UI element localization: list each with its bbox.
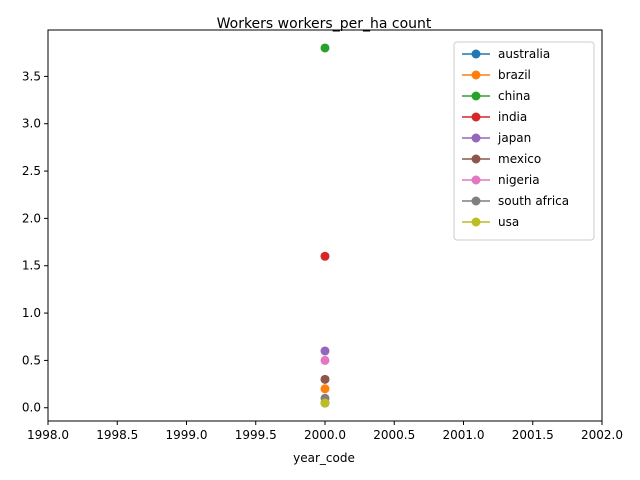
chart-title: Workers workers_per_ha count <box>217 16 432 32</box>
legend-label: usa <box>498 215 519 229</box>
data-point-china <box>320 43 330 53</box>
x-tick-label: 2002.0 <box>581 428 623 442</box>
legend-marker-brazil <box>471 70 481 80</box>
x-axis-ticks: 1998.0 1998.5 1999.0 1999.5 2000.0 2000.5 2001… <box>27 421 623 442</box>
data-point-usa <box>320 398 330 408</box>
y-tick-label: 2.5 <box>22 164 41 178</box>
legend-marker-australia <box>471 49 481 59</box>
legend-marker-india <box>471 112 481 122</box>
x-tick-label: 2000.5 <box>373 428 415 442</box>
y-tick-label: 0.5 <box>22 353 41 367</box>
y-tick-label: 2.0 <box>22 211 41 225</box>
legend-marker-south-africa <box>471 196 481 206</box>
y-tick-label: 1.0 <box>22 306 41 320</box>
legend-label: south africa <box>498 194 569 208</box>
y-tick-label: 0.0 <box>22 401 41 415</box>
data-point-india <box>320 251 330 261</box>
legend-label: japan <box>497 131 531 145</box>
data-point-nigeria <box>320 355 330 365</box>
y-tick-label: 1.5 <box>22 259 41 273</box>
x-tick-label: 1999.5 <box>235 428 277 442</box>
data-point-japan <box>320 346 330 356</box>
plot-area <box>320 43 330 408</box>
legend-label: australia <box>498 47 550 61</box>
legend-label: india <box>498 110 527 124</box>
legend-label: brazil <box>498 68 531 82</box>
legend-marker-mexico <box>471 154 481 164</box>
x-tick-label: 1999.0 <box>166 428 208 442</box>
x-tick-label: 1998.5 <box>96 428 138 442</box>
legend: australia brazil china india japan mexico nige… <box>453 41 595 241</box>
x-tick-label: 2001.5 <box>512 428 554 442</box>
y-tick-label: 3.5 <box>22 69 41 83</box>
y-axis-ticks: 0.0 0.5 1.0 1.5 2.0 2.5 3.0 3.5 <box>22 69 48 415</box>
legend-marker-usa <box>471 217 481 227</box>
legend-marker-nigeria <box>471 175 481 185</box>
legend-label: china <box>498 89 531 103</box>
legend-marker-japan <box>471 133 481 143</box>
legend-label: mexico <box>498 152 541 166</box>
x-tick-label: 2001.0 <box>443 428 485 442</box>
y-tick-label: 3.0 <box>22 117 41 131</box>
x-axis-label: year_code <box>293 451 355 465</box>
x-tick-label: 1998.0 <box>27 428 69 442</box>
legend-marker-china <box>471 91 481 101</box>
legend-box <box>453 41 595 241</box>
x-tick-label: 2000.0 <box>304 428 346 442</box>
legend-label: nigeria <box>498 173 540 187</box>
data-point-brazil <box>320 384 330 394</box>
data-point-mexico <box>320 374 330 384</box>
